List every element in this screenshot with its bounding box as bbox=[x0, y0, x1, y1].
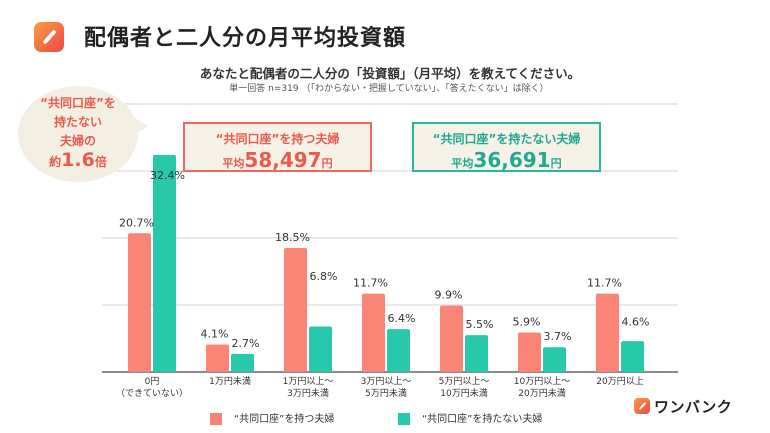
legend-item-without-joint-account: “共同口座”を持たない夫婦 bbox=[398, 410, 542, 425]
x-tick-label: 3万円未満 bbox=[287, 387, 329, 399]
callout-text: “共同口座”を 持たない 夫婦の 約1.6倍 bbox=[18, 94, 138, 172]
callout-bubble-tail bbox=[132, 116, 148, 136]
data-label: 4.1% bbox=[201, 328, 229, 341]
data-label: 32.4% bbox=[150, 169, 185, 182]
data-label: 9.9% bbox=[435, 289, 463, 302]
legend-swatch bbox=[398, 413, 410, 425]
callout-line-1: “共同口座”を bbox=[40, 96, 116, 110]
x-tick-label: 0円 bbox=[145, 376, 160, 387]
legend-item-with-joint-account: “共同口座”を持つ夫婦 bbox=[210, 410, 334, 425]
data-label: 5.5% bbox=[466, 318, 494, 331]
average-value: 36,691 bbox=[473, 148, 551, 172]
app-logo-icon bbox=[34, 22, 64, 52]
bar-without-joint-account bbox=[543, 347, 566, 372]
x-tick-label: 1万円以上～ bbox=[283, 376, 334, 387]
average-box-label: “共同口座”を持つ夫婦 bbox=[215, 132, 340, 146]
bar-with-joint-account bbox=[128, 233, 151, 372]
legend-label: “共同口座”を持たない夫婦 bbox=[422, 414, 543, 425]
bar-with-joint-account bbox=[362, 293, 385, 372]
bar-with-joint-account bbox=[206, 344, 229, 372]
x-tick-label: （できていない） bbox=[116, 388, 188, 399]
bar-with-joint-account bbox=[284, 248, 307, 372]
data-label: 6.4% bbox=[388, 312, 416, 325]
page-title: 配偶者と二人分の月平均投資額 bbox=[84, 26, 407, 51]
survey-note: 単一回答 n=319 （「わからない・把握していない」、「答えたくない」は除く） bbox=[229, 84, 549, 94]
brand-name: ワンバンク bbox=[654, 398, 733, 416]
callout-multiplier: 1.6 bbox=[61, 149, 95, 171]
average-prefix: 平均 bbox=[451, 157, 474, 170]
callout-prefix: 約 bbox=[49, 155, 62, 169]
data-label: 18.5% bbox=[275, 231, 310, 244]
data-label: 20.7% bbox=[119, 216, 154, 229]
callout-bubble bbox=[18, 86, 138, 182]
average-unit: 円 bbox=[321, 157, 333, 170]
bar-without-joint-account bbox=[465, 335, 488, 372]
callout-line-3: 夫婦の bbox=[59, 134, 96, 148]
bar-without-joint-account bbox=[153, 154, 176, 372]
data-label: 6.8% bbox=[310, 270, 338, 283]
bar-without-joint-account bbox=[309, 326, 332, 372]
data-label: 11.7% bbox=[353, 277, 388, 290]
bar-without-joint-account bbox=[387, 329, 410, 372]
legend-swatch bbox=[210, 413, 222, 425]
x-tick-label: 20万円以上 bbox=[596, 376, 643, 387]
data-label: 11.7% bbox=[587, 277, 622, 290]
average-box-without-joint-account: “共同口座”を持たない夫婦 平均36,691円 bbox=[412, 122, 601, 172]
data-label: 2.7% bbox=[232, 337, 260, 350]
callout-line-2: 持たない bbox=[53, 115, 102, 129]
data-label: 3.7% bbox=[544, 330, 572, 343]
x-tick-label: 5万円未満 bbox=[365, 387, 407, 399]
bar-without-joint-account bbox=[231, 353, 254, 372]
x-tick-label: 3万円以上～ bbox=[361, 376, 412, 387]
bar-with-joint-account bbox=[596, 293, 619, 372]
average-box-value-line: 平均58,497円 bbox=[185, 148, 370, 172]
x-tick-label: 20万円未満 bbox=[518, 387, 565, 399]
bar-with-joint-account bbox=[440, 305, 463, 372]
average-box-value-line: 平均36,691円 bbox=[414, 148, 599, 172]
x-tick-label: 10万円以上～ bbox=[514, 376, 570, 387]
data-label: 5.9% bbox=[513, 315, 541, 328]
x-tick-label: 10万円未満 bbox=[440, 387, 487, 399]
bar-with-joint-account bbox=[518, 332, 541, 372]
average-value: 58,497 bbox=[244, 148, 322, 172]
survey-question: あなたと配偶者の二人分の「投資額」（月平均）を教えてください。 bbox=[199, 66, 581, 81]
x-tick-label: 1万円未満 bbox=[209, 375, 251, 387]
brand-icon bbox=[634, 398, 650, 414]
x-tick-label: 5万円以上～ bbox=[439, 376, 490, 387]
average-unit: 円 bbox=[550, 157, 562, 170]
average-box-with-joint-account: “共同口座”を持つ夫婦 平均58,497円 bbox=[183, 122, 372, 172]
average-prefix: 平均 bbox=[222, 157, 245, 170]
callout-multiplier-line: 約1.6倍 bbox=[18, 151, 138, 172]
legend-label: “共同口座”を持つ夫婦 bbox=[234, 414, 335, 425]
callout-suffix: 倍 bbox=[94, 155, 107, 169]
data-label: 4.6% bbox=[622, 316, 650, 329]
bar-without-joint-account bbox=[621, 341, 644, 372]
average-box-label: “共同口座”を持たない夫婦 bbox=[432, 132, 581, 146]
